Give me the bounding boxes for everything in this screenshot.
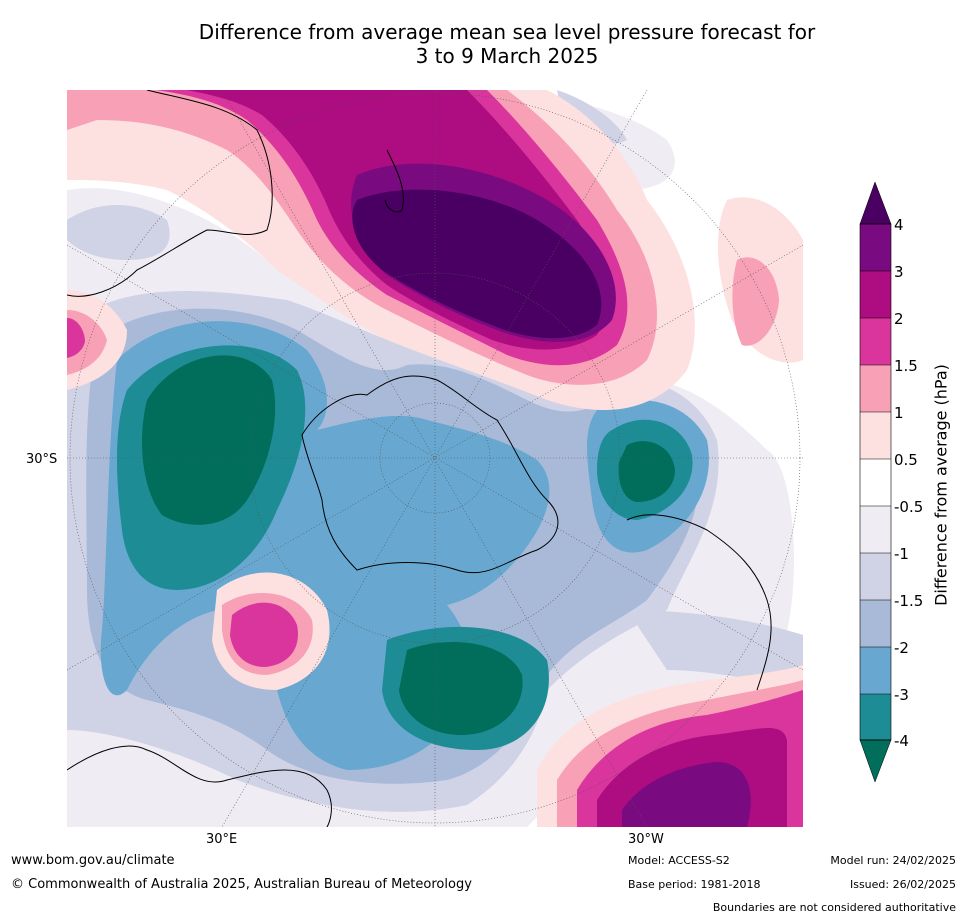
negative-anomaly-4 xyxy=(142,355,675,735)
colorbar-band-m3-m2 xyxy=(860,647,891,694)
positive-anomaly-tasman xyxy=(67,90,695,410)
longitude-label-30e: 30°E xyxy=(206,832,238,847)
title-line-2: 3 to 9 March 2025 xyxy=(415,44,599,68)
colorbar-band-2-3 xyxy=(860,271,891,318)
colorbar-band-m2-m1-5 xyxy=(860,600,891,647)
model-text: Model: ACCESS-S2 xyxy=(628,854,730,867)
model-run-text: Model run: 24/02/2025 xyxy=(830,854,956,867)
colorbar-tick-label: 1.5 xyxy=(894,357,918,375)
graticule xyxy=(67,90,803,827)
australia-coastline xyxy=(67,90,273,297)
website-link[interactable]: www.bom.gov.au/climate xyxy=(11,853,175,868)
colorbar-tick-label: 3 xyxy=(894,263,904,281)
longitude-label-30w: 30°W xyxy=(628,832,664,847)
coastlines xyxy=(67,90,772,827)
colorbar-tick-label: -1 xyxy=(894,545,909,563)
title-line-1: Difference from average mean sea level p… xyxy=(198,20,816,44)
copyright-text: © Commonwealth of Australia 2025, Austra… xyxy=(11,877,472,892)
base-period-text: Base period: 1981-2018 xyxy=(628,878,761,891)
colorbar-tick-label: -3 xyxy=(894,686,909,704)
colorbar-tick-label: -4 xyxy=(894,732,909,750)
africa-coastline xyxy=(67,745,332,827)
colorbar-title: Difference from average (hPa) xyxy=(931,364,951,606)
issued-text: Issued: 26/02/2025 xyxy=(849,878,956,891)
new-zealand-coastline xyxy=(384,149,404,213)
colorbar-extend-top xyxy=(859,181,892,225)
positive-anomaly-patches xyxy=(67,197,803,690)
colorbar-band-3-4 xyxy=(860,224,891,271)
colorbar-tick-label: -2 xyxy=(894,639,909,657)
colorbar-tick-lines xyxy=(860,223,891,741)
positive-anomaly-southeast xyxy=(537,665,803,827)
latitude-label-30s: 30°S xyxy=(26,452,58,467)
colorbar-band-1-1-5 xyxy=(860,365,891,412)
colorbar-tick-label: -0.5 xyxy=(894,498,923,516)
colorbar-band-neutral xyxy=(860,459,891,506)
colorbar-tick-label: 0.5 xyxy=(894,451,918,469)
colorbar-band-m1-m0-5 xyxy=(860,506,891,553)
colorbar-band-m1-5-m1 xyxy=(860,553,891,600)
pressure-anomaly-map xyxy=(67,90,803,827)
disclaimer-text: Boundaries are not considered authoritat… xyxy=(712,901,956,914)
antarctica-coastline xyxy=(301,375,559,574)
colorbar-extend-bottom xyxy=(859,739,892,783)
south-america-coastline xyxy=(626,514,772,691)
colorbar-band-m4-m3 xyxy=(860,694,891,740)
colorbar-tick-label: 4 xyxy=(894,216,904,234)
colorbar-svg: 4 3 2 1.5 1 0.5 -0.5 -1 -1.5 -2 -3 -4 xyxy=(859,181,923,783)
colorbar-band-1-5-2 xyxy=(860,318,891,365)
colorbar-tick-label: 1 xyxy=(894,404,904,422)
colorbar-band-0-5-1 xyxy=(860,412,891,459)
colorbar: 4 3 2 1.5 1 0.5 -0.5 -1 -1.5 -2 -3 -4 xyxy=(858,181,965,783)
colorbar-tick-label: 2 xyxy=(894,310,904,328)
colorbar-tick-labels: 4 3 2 1.5 1 0.5 -0.5 -1 -1.5 -2 -3 -4 xyxy=(894,216,923,750)
colorbar-tick-label: -1.5 xyxy=(894,592,923,610)
map-title: Difference from average mean sea level p… xyxy=(0,20,965,68)
map-svg xyxy=(67,90,803,827)
